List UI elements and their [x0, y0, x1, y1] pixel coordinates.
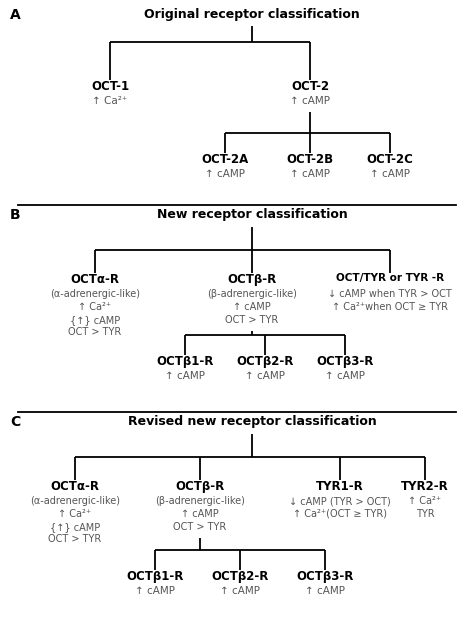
Text: ↑ cAMP: ↑ cAMP — [205, 169, 245, 179]
Text: New receptor classification: New receptor classification — [156, 208, 347, 221]
Text: ↑ cAMP: ↑ cAMP — [220, 586, 260, 596]
Text: TYR2-R: TYR2-R — [401, 480, 449, 493]
Text: OCTβ2-R: OCTβ2-R — [237, 355, 294, 368]
Text: ↑ cAMP: ↑ cAMP — [370, 169, 410, 179]
Text: ↑ cAMP: ↑ cAMP — [165, 371, 205, 381]
Text: ↓ cAMP (TYR > OCT)
↑ Ca²⁺(OCT ≥ TYR): ↓ cAMP (TYR > OCT) ↑ Ca²⁺(OCT ≥ TYR) — [289, 496, 391, 519]
Text: OCT-2: OCT-2 — [291, 80, 329, 93]
Text: Revised new receptor classification: Revised new receptor classification — [128, 415, 376, 428]
Text: (α-adrenergic-like)
↑ Ca²⁺
{↑} cAMP
OCT > TYR: (α-adrenergic-like) ↑ Ca²⁺ {↑} cAMP OCT … — [30, 496, 120, 544]
Text: OCTβ3-R: OCTβ3-R — [296, 570, 354, 583]
Text: (α-adrenergic-like)
↑ Ca²⁺
{↑} cAMP
OCT > TYR: (α-adrenergic-like) ↑ Ca²⁺ {↑} cAMP OCT … — [50, 289, 140, 337]
Text: Original receptor classification: Original receptor classification — [144, 8, 360, 21]
Text: OCTα-R: OCTα-R — [51, 480, 100, 493]
Text: OCT-2B: OCT-2B — [286, 153, 334, 166]
Text: OCTβ3-R: OCTβ3-R — [316, 355, 374, 368]
Text: ↑ cAMP: ↑ cAMP — [135, 586, 175, 596]
Text: ↑ cAMP: ↑ cAMP — [290, 169, 330, 179]
Text: TYR1-R: TYR1-R — [316, 480, 364, 493]
Text: B: B — [10, 208, 21, 222]
Text: ↑ Ca²⁺
TYR: ↑ Ca²⁺ TYR — [409, 496, 442, 519]
Text: OCTβ1-R: OCTβ1-R — [156, 355, 214, 368]
Text: ↓ cAMP when TYR > OCT
↑ Ca²⁺when OCT ≥ TYR: ↓ cAMP when TYR > OCT ↑ Ca²⁺when OCT ≥ T… — [328, 289, 452, 312]
Text: ↑ Ca²⁺: ↑ Ca²⁺ — [92, 96, 128, 106]
Text: (β-adrenergic-like)
↑ cAMP
OCT > TYR: (β-adrenergic-like) ↑ cAMP OCT > TYR — [155, 496, 245, 532]
Text: ↑ cAMP: ↑ cAMP — [290, 96, 330, 106]
Text: (β-adrenergic-like)
↑ cAMP
OCT > TYR: (β-adrenergic-like) ↑ cAMP OCT > TYR — [207, 289, 297, 325]
Text: ↑ cAMP: ↑ cAMP — [305, 586, 345, 596]
Text: OCTβ-R: OCTβ-R — [175, 480, 225, 493]
Text: ↑ cAMP: ↑ cAMP — [245, 371, 285, 381]
Text: OCT-2A: OCT-2A — [201, 153, 249, 166]
Text: OCTβ2-R: OCTβ2-R — [211, 570, 269, 583]
Text: A: A — [10, 8, 21, 22]
Text: OCT/TYR or TYR -R: OCT/TYR or TYR -R — [336, 273, 444, 283]
Text: OCTα-R: OCTα-R — [71, 273, 119, 286]
Text: OCTβ-R: OCTβ-R — [228, 273, 277, 286]
Text: OCTβ1-R: OCTβ1-R — [126, 570, 184, 583]
Text: OCT-1: OCT-1 — [91, 80, 129, 93]
Text: ↑ cAMP: ↑ cAMP — [325, 371, 365, 381]
Text: OCT-2C: OCT-2C — [366, 153, 413, 166]
Text: C: C — [10, 415, 20, 429]
